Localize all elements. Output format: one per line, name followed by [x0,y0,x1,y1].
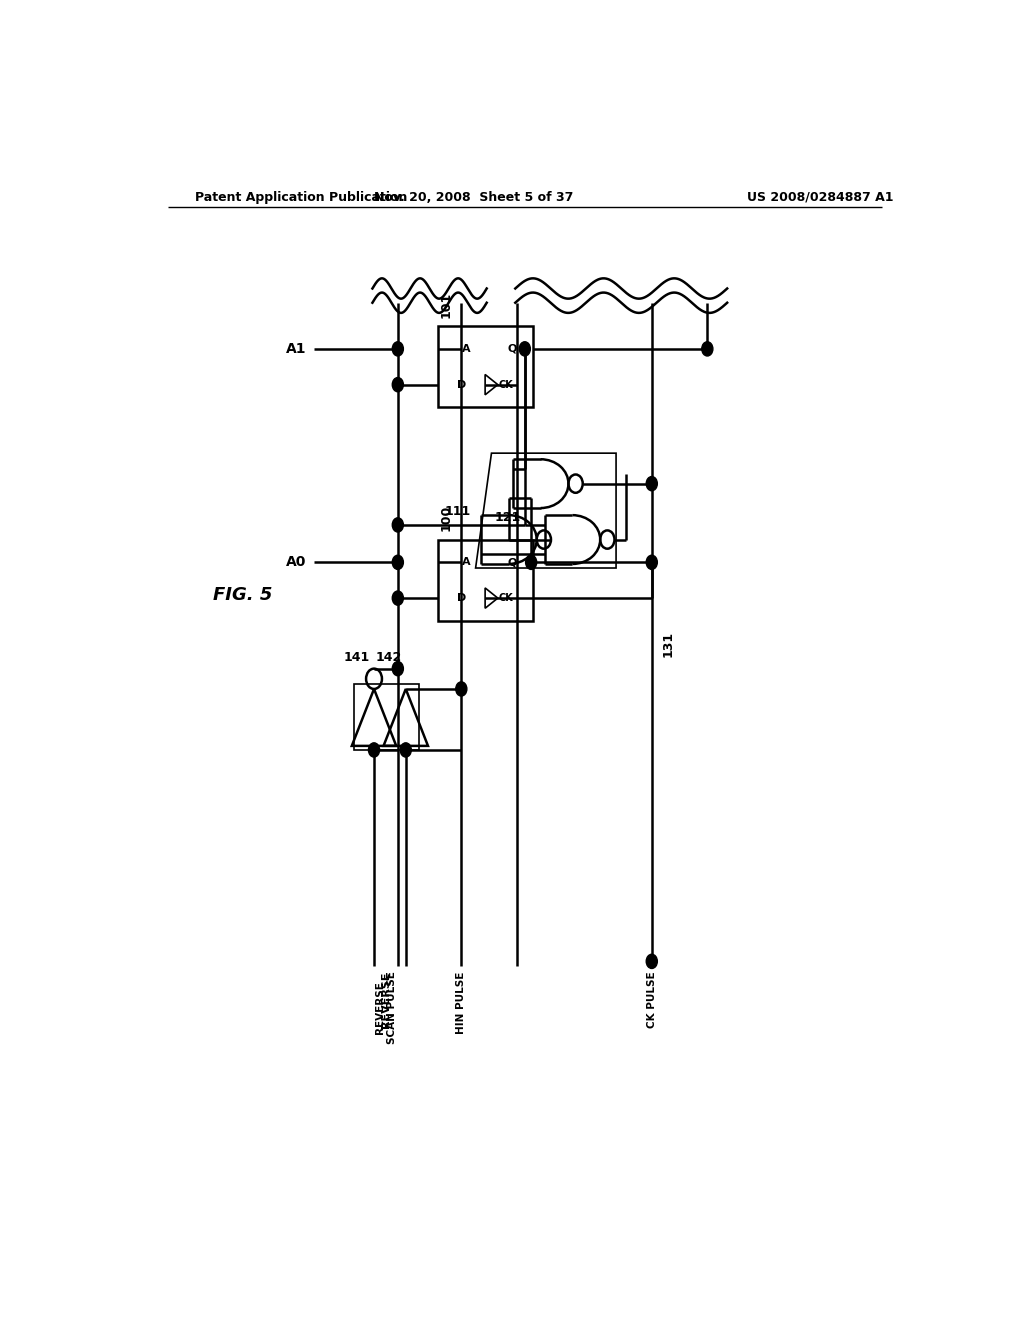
Text: CK: CK [499,593,513,603]
Bar [437,540,532,620]
Text: REVERSE: REVERSE [381,972,391,1028]
Text: A0: A0 [286,556,306,569]
Circle shape [392,556,403,569]
Text: 142: 142 [376,651,401,664]
Circle shape [392,661,403,676]
Circle shape [392,342,403,356]
Text: D: D [457,380,466,389]
Circle shape [646,477,657,491]
Text: 101: 101 [439,292,452,318]
Circle shape [392,591,403,605]
Bar [437,326,532,408]
Circle shape [456,682,467,696]
Circle shape [646,556,657,569]
Text: REVERSE
SCAN PULSE: REVERSE SCAN PULSE [375,972,396,1044]
Circle shape [369,743,380,758]
Circle shape [392,378,403,392]
Bar [354,684,419,750]
Text: Q: Q [507,345,516,354]
Text: D: D [457,593,466,603]
Text: 111: 111 [444,504,471,517]
Text: Q: Q [507,557,516,568]
Text: 100: 100 [439,506,452,532]
Text: Nov. 20, 2008  Sheet 5 of 37: Nov. 20, 2008 Sheet 5 of 37 [374,190,572,203]
Text: A: A [462,557,470,568]
Circle shape [400,743,412,758]
Text: 141: 141 [344,651,370,664]
Circle shape [525,556,537,569]
Text: A: A [462,345,470,354]
Text: FIG. 5: FIG. 5 [213,586,272,605]
Text: CK PULSE: CK PULSE [647,972,656,1028]
Text: 121: 121 [495,511,521,524]
Circle shape [392,517,403,532]
Text: 131: 131 [662,631,674,657]
Text: HIN PULSE: HIN PULSE [457,972,466,1034]
Text: US 2008/0284887 A1: US 2008/0284887 A1 [748,190,894,203]
Text: A1: A1 [286,342,306,356]
Text: Patent Application Publication: Patent Application Publication [196,190,408,203]
Text: CK: CK [499,380,513,389]
Circle shape [519,342,530,356]
Circle shape [646,954,657,969]
Circle shape [701,342,713,356]
